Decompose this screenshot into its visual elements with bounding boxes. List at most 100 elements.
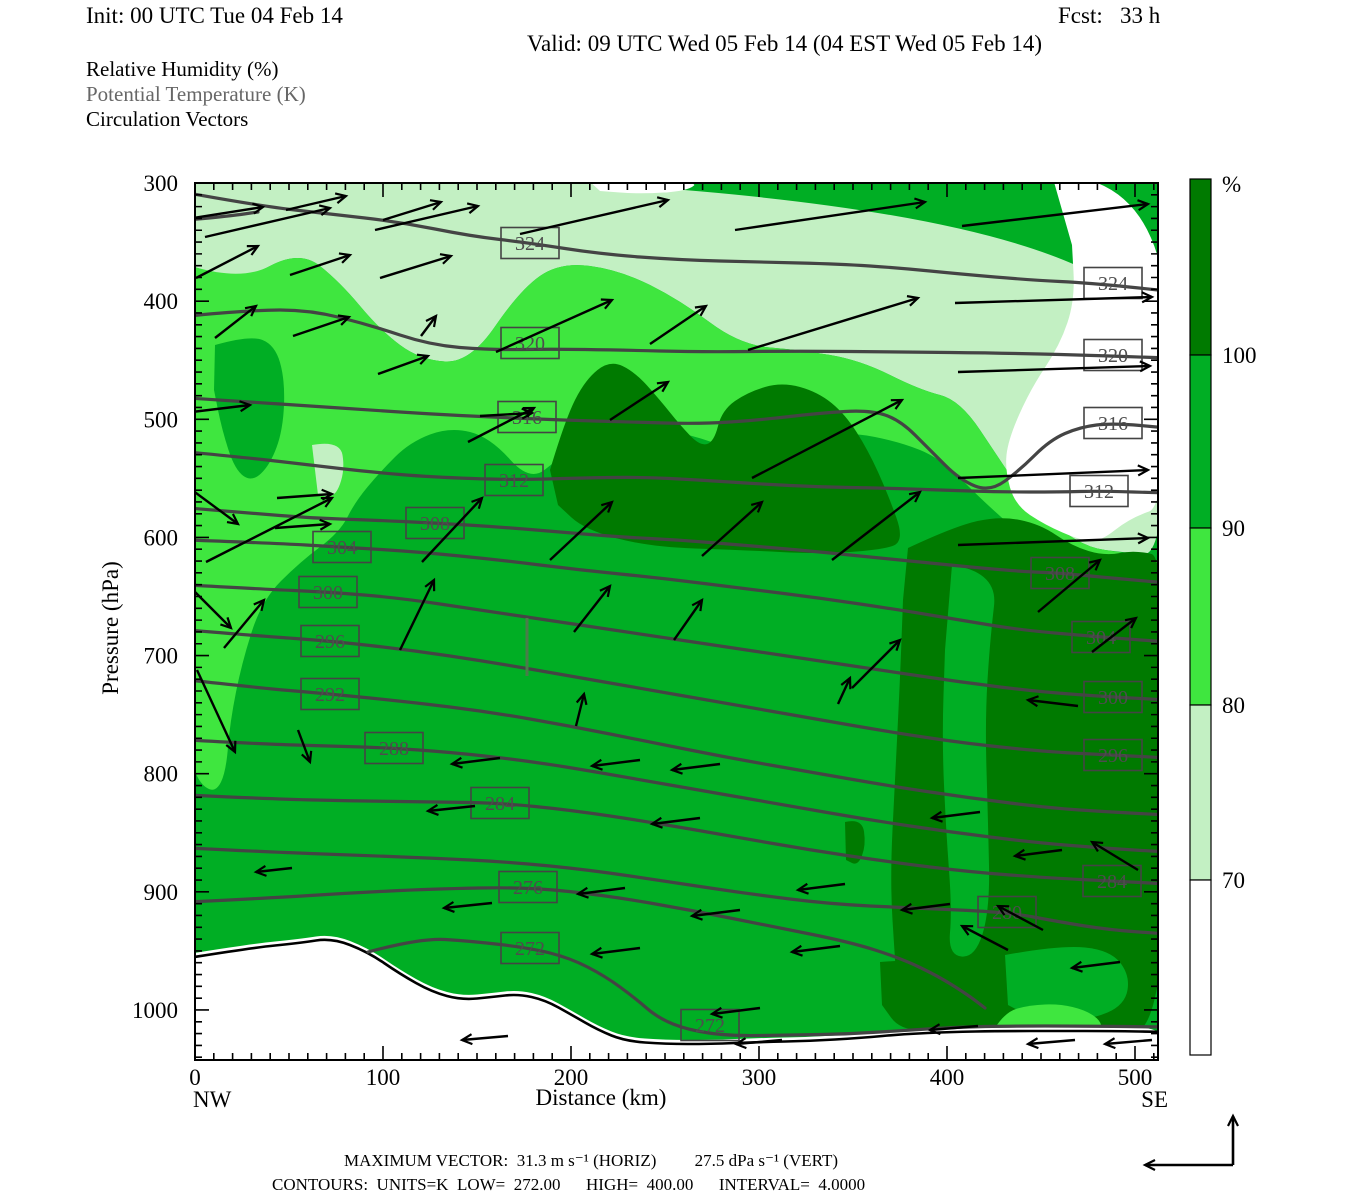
colorbar-title: %	[1222, 172, 1241, 197]
wind-vector	[751, 398, 905, 480]
contour-label-text: 300	[1098, 687, 1128, 709]
wind-vector	[961, 199, 1151, 228]
contour-label-box	[470, 786, 530, 820]
contour-label-text: 304	[1086, 627, 1116, 649]
rh-shaded-regions	[195, 183, 1158, 1060]
wind-vector	[495, 298, 615, 354]
contour-label-box	[1083, 680, 1143, 714]
wind-vector	[1025, 695, 1079, 708]
wind-vector	[995, 904, 1044, 932]
rh-80-90-region	[195, 258, 1158, 790]
contour-label-text: 296	[1098, 745, 1128, 767]
field-label-relative-humidity: Relative Humidity (%)	[86, 57, 279, 81]
contour-label-text: 308	[1045, 563, 1075, 585]
contour-label-text: 324	[515, 233, 545, 255]
wind-vector	[205, 496, 335, 564]
wind-vector	[899, 902, 951, 915]
rh-lt70-top-sliver	[591, 183, 695, 194]
forecast-hour: Fcst: 33 h	[1058, 3, 1161, 28]
colorbar-segment-rh_80_90	[1189, 527, 1212, 706]
wind-vector	[1037, 558, 1102, 613]
contour-label-text: 324	[1098, 273, 1128, 295]
wind-vector	[574, 691, 588, 727]
wind-vector	[734, 197, 928, 232]
wind-vector	[957, 532, 1151, 547]
wind-vector	[374, 202, 481, 232]
contour-label-text: 308	[420, 513, 450, 535]
wind-vector	[831, 490, 922, 561]
wind-vector	[421, 496, 484, 563]
x-tick-label: 0	[189, 1065, 201, 1090]
x-tick-label: 500	[1118, 1065, 1153, 1090]
wind-vector	[289, 252, 353, 277]
wind-vector	[709, 1006, 761, 1019]
contour-label-box	[1083, 738, 1143, 772]
axis-ticks	[194, 182, 1158, 1060]
field-label-potential-temperature: Potential Temperature (K)	[86, 82, 306, 106]
theta-contour-292	[195, 679, 1158, 817]
rh-70-80-top-band	[195, 183, 1158, 555]
contour-label-text: 284	[1097, 871, 1127, 893]
theta-contour-324	[195, 192, 1158, 292]
wind-vector	[573, 584, 612, 633]
theta-contour-284	[195, 793, 1158, 886]
colorbar-tick-label: 90	[1222, 516, 1245, 541]
theta-contour-276	[195, 886, 987, 1010]
theta-contour-288	[195, 738, 1158, 854]
contour-label-box	[1083, 406, 1143, 440]
contour-label-text: 280	[992, 902, 1022, 924]
field-label-circulation-vectors: Circulation Vectors	[86, 107, 249, 131]
wind-vector	[276, 488, 335, 501]
wind-vector	[296, 729, 313, 765]
wind-vector	[377, 353, 431, 376]
y-tick-label: 500	[144, 407, 179, 432]
y-tick-label: 300	[144, 171, 179, 196]
contour-label-text: 296	[315, 631, 345, 653]
contour-label-box	[1082, 864, 1142, 898]
wind-vector	[1091, 616, 1138, 653]
wind-vector	[549, 500, 614, 561]
wind-vector	[1102, 1037, 1153, 1050]
wind-vector	[1069, 960, 1121, 973]
valid-time: Valid: 09 UTC Wed 05 Feb 14 (04 EST Wed …	[527, 31, 1043, 56]
theta-contour-296	[195, 628, 1158, 760]
terrain-underground	[195, 935, 1158, 1060]
wind-vector	[398, 577, 436, 651]
wind-vector	[379, 253, 454, 280]
contour-label-text: 316	[1098, 413, 1128, 435]
y-tick-label: 1000	[132, 998, 178, 1023]
wind-vector	[1025, 1037, 1076, 1050]
wind-vector	[927, 1023, 979, 1036]
contour-label-box	[498, 870, 558, 904]
wind-vector	[459, 1033, 509, 1046]
theta-contour-304	[195, 538, 1158, 643]
wind-vector	[420, 314, 438, 337]
wind-vector	[929, 810, 981, 823]
y-tick-label: 400	[144, 289, 179, 314]
y-tick-label: 700	[144, 644, 179, 669]
colorbar-tick-label: 100	[1222, 343, 1257, 368]
wind-vector	[425, 804, 476, 816]
wind-vector	[1089, 840, 1139, 872]
wind-vector	[195, 400, 253, 413]
contour-label-box	[497, 400, 557, 434]
contour-label-box	[298, 575, 358, 609]
wind-vector	[195, 244, 261, 280]
wind-vector	[204, 204, 333, 239]
rh-100-lower-blob	[880, 959, 1000, 1030]
wind-vector	[195, 490, 240, 526]
contour-label-text: 312	[1084, 481, 1114, 503]
wind-vector	[789, 944, 841, 957]
wind-vector	[954, 291, 1155, 305]
theta-contour-316	[195, 396, 1158, 490]
contour-label-box	[1030, 556, 1090, 590]
wind-vector	[669, 762, 721, 775]
x-tick-label: 200	[554, 1065, 589, 1090]
contour-label-box	[977, 895, 1037, 929]
colorbar-segment-rh_gt100	[1189, 178, 1212, 356]
wind-vector	[441, 901, 493, 913]
rh-lt70-upper-right	[1006, 183, 1158, 542]
wind-vector	[223, 598, 266, 649]
contour-label-box	[364, 731, 424, 765]
init-time: Init: 00 UTC Tue 04 Feb 14	[86, 3, 343, 28]
